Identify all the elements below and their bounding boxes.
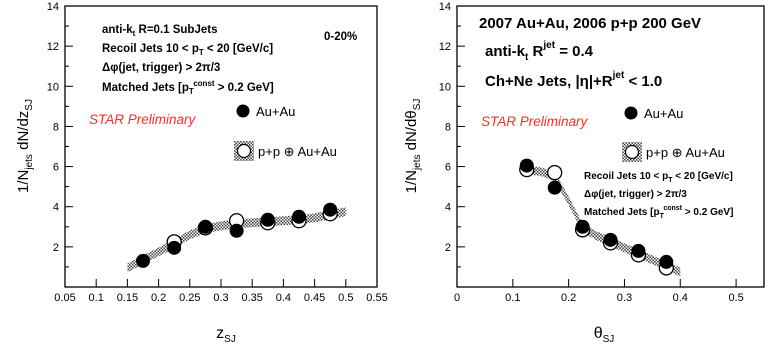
left-centrality: 0-20%	[324, 31, 357, 43]
auau-point	[547, 180, 562, 195]
x-tick-label: 0	[454, 292, 460, 304]
right-x-axis-label-sub: SJ	[603, 334, 615, 345]
pp-point	[547, 164, 563, 181]
left-legend-auau: Au+Au	[256, 104, 295, 119]
auau-point	[167, 240, 182, 255]
x-tick-label: 0.3	[213, 292, 228, 304]
x-tick-label: 0.1	[505, 292, 520, 304]
auau-point	[631, 243, 646, 258]
left-y-axis-label: 1/Njets dN/dzSJ	[15, 99, 35, 193]
right-marks-layer	[519, 158, 674, 276]
left-ann-matched: Matched Jets [pTconst > 0.2 GeV]	[102, 79, 274, 96]
left-ann-jetdef: anti-kt R=0.1 SubJets	[102, 24, 217, 38]
y-tick-label: 4	[445, 202, 451, 214]
y-tick-label: 10	[439, 81, 451, 93]
auau-point	[323, 202, 338, 217]
right-header-line3: Ch+Ne Jets, |η|+Rjet < 1.0	[485, 70, 662, 90]
x-tick-label: 0.4	[276, 292, 291, 304]
x-tick-label: 0.5	[728, 292, 743, 304]
right-x-axis-label-main: θ	[594, 325, 603, 342]
left-x-axis-label: zSJ	[216, 325, 236, 345]
x-tick-label: 0.25	[179, 292, 200, 304]
auau-point	[198, 219, 213, 234]
right-ann-dphi: Δφ(jet, trigger) > 2π/3	[584, 189, 687, 200]
y-tick-label: 8	[53, 121, 59, 133]
left-legend-pp: p+p ⊕ Au+Au	[258, 144, 337, 159]
left-panel: 0.05 0.1 0.15 0.2 0.25 0.3 0.35 0.4 0.45 0.5 0.55 2…	[15, 1, 388, 345]
y-tick-label: 10	[47, 81, 59, 93]
left-ann-recoil: Recoil Jets 10 < pT < 20 [GeV/c]	[102, 43, 273, 57]
x-tick-label: 0.3	[617, 292, 632, 304]
x-tick-label: 0.2	[561, 292, 576, 304]
y-tick-label: 2	[53, 242, 59, 254]
y-tick-label: 14	[439, 1, 451, 13]
right-legend-marker-auau	[624, 106, 638, 120]
right-y-axis-label: 1/Njets dN/dθSJ	[403, 99, 423, 194]
left-ann-dphi: Δφ(jet, trigger) > 2π/3	[102, 62, 220, 74]
y-tick-label: 2	[445, 242, 451, 254]
auau-point	[575, 219, 590, 234]
band-area	[127, 207, 346, 273]
band-area	[524, 165, 681, 277]
auau-point	[260, 212, 275, 227]
auau-point	[519, 158, 534, 173]
y-tick-label: 4	[53, 202, 59, 214]
right-header-line1: 2007 Au+Au, 2006 p+p 200 GeV	[479, 15, 701, 32]
auau-point	[659, 254, 674, 269]
left-band-layer	[127, 207, 346, 273]
auau-point	[229, 223, 244, 238]
right-ann-matched: Matched Jets [pTconst > 0.2 GeV]	[584, 205, 733, 220]
right-legend-auau: Au+Au	[644, 106, 683, 121]
x-tick-label: 0.5	[338, 292, 353, 304]
y-tick-label: 6	[53, 162, 59, 174]
x-tick-label: 0.15	[117, 292, 138, 304]
right-ann-recoil: Recoil Jets 10 < pT < 20 [GeV/c]	[584, 171, 733, 184]
right-ticks-layer: 0 0.1 0.2 0.3 0.4 0.5 2 4 6 8 10 12 14	[439, 1, 744, 304]
right-legend-marker-pp	[624, 144, 640, 160]
x-tick-label: 0.05	[54, 292, 75, 304]
left-preliminary: STAR Preliminary	[89, 112, 197, 127]
x-tick-label: 0.45	[304, 292, 325, 304]
left-legend-marker-pp	[236, 143, 252, 159]
left-marks-layer	[136, 202, 338, 268]
left-ticks-layer: 0.05 0.1 0.15 0.2 0.25 0.3 0.35 0.4 0.45 0.5 0.55 2…	[47, 1, 388, 304]
x-tick-label: 0.1	[89, 292, 104, 304]
y-tick-label: 12	[439, 41, 451, 53]
x-tick-label: 0.4	[673, 292, 688, 304]
right-header-line2: anti-kt Rjet = 0.4	[485, 40, 594, 63]
x-tick-label: 0.2	[151, 292, 166, 304]
right-x-axis-label: θSJ	[594, 325, 615, 345]
right-panel: 0 0.1 0.2 0.3 0.4 0.5 2 4 6 8 10 12 14 2007 Au+Au, 2…	[403, 1, 765, 345]
auau-point	[603, 232, 618, 247]
left-x-axis-label-sub: SJ	[224, 334, 236, 345]
auau-point	[292, 209, 306, 224]
y-tick-label: 6	[445, 162, 451, 174]
auau-point	[136, 253, 150, 268]
right-legend-pp: p+p ⊕ Au+Au	[646, 145, 725, 160]
y-tick-label: 8	[445, 121, 451, 133]
left-x-axis-label-main: z	[216, 325, 224, 342]
y-tick-label: 12	[47, 41, 59, 53]
x-tick-label: 0.55	[366, 292, 387, 304]
left-legend-marker-auau	[236, 104, 250, 118]
right-preliminary: STAR Preliminary	[481, 114, 589, 129]
right-band-layer	[524, 165, 681, 277]
y-tick-label: 14	[47, 1, 59, 13]
x-tick-label: 0.35	[241, 292, 262, 304]
